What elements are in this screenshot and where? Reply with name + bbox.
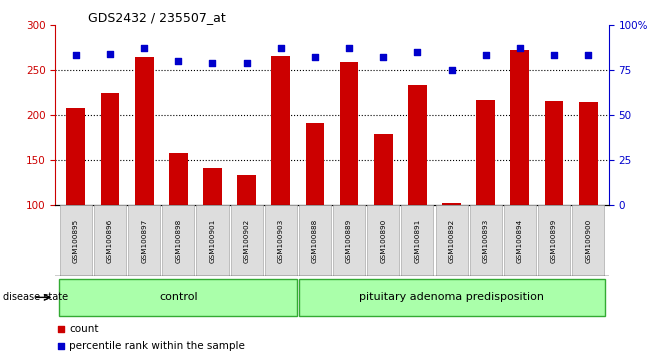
- FancyBboxPatch shape: [504, 205, 536, 276]
- Bar: [340, 62, 359, 205]
- Text: count: count: [69, 324, 99, 333]
- FancyBboxPatch shape: [299, 279, 605, 316]
- Bar: [545, 101, 563, 205]
- Point: [480, 53, 491, 58]
- Point: [173, 58, 184, 64]
- FancyBboxPatch shape: [59, 279, 297, 316]
- Bar: [442, 202, 461, 205]
- Bar: [101, 93, 119, 205]
- Point: [275, 45, 286, 51]
- FancyBboxPatch shape: [436, 205, 467, 276]
- Bar: [203, 168, 222, 205]
- Text: GSM100899: GSM100899: [551, 218, 557, 263]
- Text: GSM100891: GSM100891: [415, 218, 421, 263]
- FancyBboxPatch shape: [367, 205, 399, 276]
- Bar: [237, 175, 256, 205]
- FancyBboxPatch shape: [572, 205, 604, 276]
- Text: GSM100892: GSM100892: [449, 218, 454, 263]
- Point: [242, 60, 252, 65]
- Text: GSM100894: GSM100894: [517, 218, 523, 263]
- Text: GSM100893: GSM100893: [483, 218, 489, 263]
- Point: [583, 53, 594, 58]
- Point: [55, 343, 66, 349]
- Point: [344, 45, 354, 51]
- FancyBboxPatch shape: [469, 205, 502, 276]
- Text: GSM100903: GSM100903: [278, 218, 284, 263]
- Point: [55, 326, 66, 331]
- Text: pituitary adenoma predisposition: pituitary adenoma predisposition: [359, 292, 544, 302]
- Text: GSM100888: GSM100888: [312, 218, 318, 263]
- FancyBboxPatch shape: [128, 205, 160, 276]
- FancyBboxPatch shape: [333, 205, 365, 276]
- Bar: [271, 56, 290, 205]
- Text: GSM100896: GSM100896: [107, 218, 113, 263]
- FancyBboxPatch shape: [60, 205, 92, 276]
- Point: [447, 67, 457, 73]
- Text: GSM100897: GSM100897: [141, 218, 147, 263]
- Bar: [408, 85, 427, 205]
- FancyBboxPatch shape: [538, 205, 570, 276]
- FancyBboxPatch shape: [94, 205, 126, 276]
- Point: [207, 60, 217, 65]
- Text: GSM100902: GSM100902: [243, 218, 249, 263]
- Text: percentile rank within the sample: percentile rank within the sample: [69, 341, 245, 351]
- Bar: [169, 153, 187, 205]
- Bar: [579, 102, 598, 205]
- Text: GSM100898: GSM100898: [175, 218, 181, 263]
- FancyBboxPatch shape: [402, 205, 434, 276]
- Text: GDS2432 / 235507_at: GDS2432 / 235507_at: [88, 11, 226, 24]
- Text: control: control: [159, 292, 198, 302]
- Point: [105, 51, 115, 57]
- Point: [139, 45, 149, 51]
- Text: GSM100901: GSM100901: [210, 218, 215, 263]
- Bar: [374, 134, 393, 205]
- FancyBboxPatch shape: [230, 205, 262, 276]
- Point: [412, 49, 422, 55]
- Text: GSM100895: GSM100895: [73, 218, 79, 263]
- Bar: [305, 123, 324, 205]
- FancyBboxPatch shape: [197, 205, 229, 276]
- Text: GSM100889: GSM100889: [346, 218, 352, 263]
- Point: [70, 53, 81, 58]
- Text: GSM100900: GSM100900: [585, 218, 591, 263]
- Point: [378, 55, 389, 60]
- Bar: [510, 50, 529, 205]
- Point: [515, 45, 525, 51]
- Point: [310, 55, 320, 60]
- FancyBboxPatch shape: [162, 205, 195, 276]
- Text: disease state: disease state: [3, 292, 68, 302]
- FancyBboxPatch shape: [265, 205, 297, 276]
- Bar: [135, 57, 154, 205]
- FancyBboxPatch shape: [299, 205, 331, 276]
- Text: GSM100890: GSM100890: [380, 218, 386, 263]
- Bar: [66, 108, 85, 205]
- Point: [549, 53, 559, 58]
- Bar: [477, 100, 495, 205]
